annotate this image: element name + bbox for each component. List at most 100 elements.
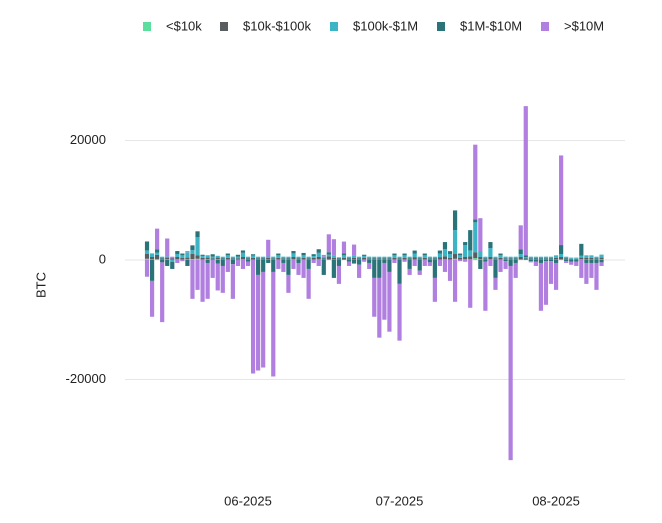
bar-segment <box>543 258 549 260</box>
bar-segment <box>442 256 448 260</box>
bar-segment <box>402 257 407 260</box>
bar-segment <box>518 249 523 255</box>
bar-segment <box>170 259 175 262</box>
bar-segment <box>569 257 574 259</box>
bar-segment <box>508 258 513 260</box>
y-tick-label: -20000 <box>66 371 106 386</box>
bar-segment <box>538 262 544 311</box>
bar-segment <box>235 259 241 266</box>
bar-segment <box>488 259 493 266</box>
bar-segment <box>266 256 271 258</box>
bar-segment <box>195 258 200 260</box>
bar-segment <box>175 254 180 258</box>
bar-segment <box>377 277 382 338</box>
bar-segment <box>387 258 392 260</box>
bar-segment <box>579 259 584 260</box>
bar-segment <box>261 259 266 272</box>
bar-segment <box>301 259 306 278</box>
bar-segment <box>513 259 518 263</box>
bar-segment <box>422 253 427 256</box>
bar-segment <box>559 155 564 246</box>
bar-segment <box>387 259 392 272</box>
bar-segment <box>155 254 160 260</box>
bar-segment <box>220 265 225 293</box>
bar-segment <box>387 271 392 332</box>
bar-segment <box>422 259 427 266</box>
bar-segment <box>493 259 498 278</box>
bar-segment <box>250 257 256 260</box>
bar-segment <box>579 243 584 256</box>
bar-segment <box>367 258 372 260</box>
bar-segment <box>230 264 235 299</box>
bar-segment <box>160 256 165 259</box>
bar-segment <box>483 258 488 260</box>
bar-segment <box>155 249 160 253</box>
bar-segment <box>256 259 261 275</box>
bar-segment <box>574 259 579 262</box>
bar-segment <box>230 259 235 265</box>
bar-segment <box>584 262 589 284</box>
bar-segment <box>149 257 155 260</box>
bar-segment <box>306 268 311 299</box>
bar-segment <box>518 254 523 258</box>
bar-segment <box>281 256 286 259</box>
bar-segment <box>503 256 508 259</box>
bar-segment <box>336 258 342 260</box>
bar-segment <box>392 255 397 258</box>
bar-segment <box>220 256 225 259</box>
bar-segment <box>321 259 326 275</box>
bar-segment <box>261 256 266 259</box>
bar-segment <box>250 259 256 374</box>
bar-segment <box>407 256 412 259</box>
bar-segment <box>205 262 210 299</box>
bar-segment <box>180 257 185 260</box>
bar-segment <box>210 254 215 257</box>
bar-segment <box>452 254 458 259</box>
legend-swatch <box>143 22 151 31</box>
bar-segment <box>422 257 427 260</box>
bar-segment <box>155 252 160 255</box>
bar-segment <box>326 256 331 260</box>
bar-segment <box>362 255 367 258</box>
bar-segment <box>261 271 266 368</box>
bar-segment <box>417 270 422 275</box>
bar-segment <box>553 255 559 258</box>
bar-segment <box>165 256 170 258</box>
bar-segment <box>533 256 538 259</box>
bar-segment <box>210 256 215 259</box>
bar-segment <box>144 254 150 259</box>
bar-segment <box>589 262 594 278</box>
bar-segment <box>493 277 498 290</box>
bar-segment <box>316 259 321 260</box>
bar-segment <box>190 253 195 260</box>
bar-segment <box>331 257 336 260</box>
bar-segment <box>185 257 190 260</box>
bar-segment <box>316 259 321 266</box>
bar-segment <box>468 230 473 251</box>
bar-segment <box>250 254 256 256</box>
bar-segment <box>149 280 155 317</box>
bar-segment <box>594 262 599 290</box>
bar-segment <box>528 258 533 260</box>
bar-segment <box>245 259 251 262</box>
bar-segment <box>417 258 422 260</box>
bar-segment <box>478 259 483 260</box>
bar-segment <box>599 259 604 260</box>
bar-segment <box>594 259 599 263</box>
bar-segment <box>205 259 210 263</box>
bar-segment <box>548 259 554 262</box>
bar-segment <box>402 253 407 256</box>
bar-segment <box>528 261 533 263</box>
bar-segment <box>195 231 200 238</box>
bar-segment <box>432 258 437 260</box>
bar-segment <box>584 257 589 260</box>
bar-segment <box>392 253 397 256</box>
bar-segment <box>271 259 276 272</box>
bar-segment <box>402 255 407 258</box>
bar-segment <box>463 245 468 258</box>
legend-label: $1M-$10M <box>460 18 522 33</box>
bar-segment <box>321 254 326 257</box>
bar-segment <box>341 253 347 256</box>
legend-label: <$10k <box>166 18 202 33</box>
bar-segment <box>533 261 538 266</box>
